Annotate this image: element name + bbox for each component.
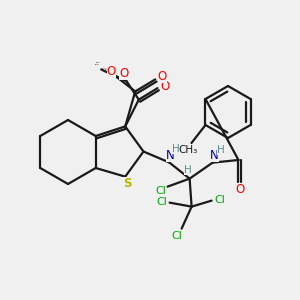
Text: Cl: Cl	[156, 196, 167, 207]
Text: methyl: methyl	[106, 70, 111, 71]
Text: H: H	[172, 144, 180, 154]
Text: Cl: Cl	[171, 231, 182, 241]
Text: O: O	[119, 67, 128, 80]
Text: S: S	[123, 177, 131, 190]
Text: methyl: methyl	[96, 62, 101, 63]
Text: Cl: Cl	[214, 195, 225, 205]
Text: N: N	[210, 149, 219, 162]
Text: O: O	[236, 184, 245, 196]
Text: methyl: methyl	[95, 64, 100, 65]
Text: CH₃: CH₃	[179, 145, 198, 155]
Text: O: O	[158, 70, 167, 83]
Text: methyl: methyl	[102, 68, 107, 69]
Text: O: O	[160, 80, 169, 93]
Text: H: H	[217, 145, 224, 154]
Text: N: N	[166, 149, 175, 162]
Text: H: H	[184, 165, 191, 175]
Text: O: O	[106, 65, 116, 78]
Text: Cl: Cl	[155, 186, 166, 196]
Text: methyl: methyl	[105, 69, 110, 70]
